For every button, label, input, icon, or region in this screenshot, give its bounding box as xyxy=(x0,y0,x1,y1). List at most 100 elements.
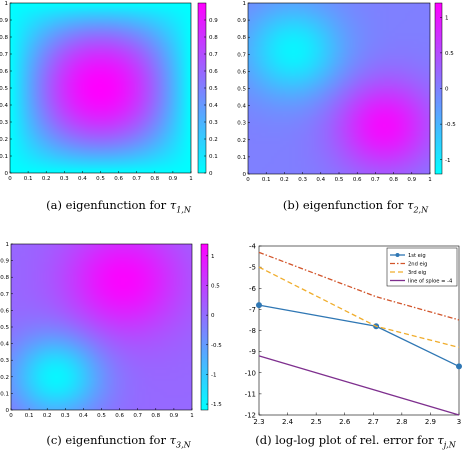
heatmap-field xyxy=(10,3,191,173)
x-tick-label: 0 xyxy=(9,413,13,419)
y-tick-label: 0.8 xyxy=(0,35,8,41)
y-tick-label: 1 xyxy=(243,1,247,7)
caption-b-subscript: 2,N xyxy=(413,205,429,215)
legend-label: 2nd eig xyxy=(408,261,427,267)
y-tick-label: 0.3 xyxy=(0,120,8,126)
y-tick-label: 1 xyxy=(5,1,9,7)
colorbar-tick-label: 0.8 xyxy=(209,35,218,41)
colorbar-tick-label: -1.5 xyxy=(211,402,222,408)
y-tick-label: 0.7 xyxy=(237,52,246,58)
colorbar-tick-label: 0.4 xyxy=(209,103,218,109)
caption-a-subscript: 1,N xyxy=(176,205,191,215)
y-tick-label: 0.5 xyxy=(237,87,246,93)
y-tick-label: 0.1 xyxy=(0,391,9,397)
x-tick-label: 0.3 xyxy=(61,413,70,419)
colorbar-tick-label: -0.5 xyxy=(211,343,222,349)
caption-a-text: (a) eigenfunction for xyxy=(46,198,170,212)
y-tick-label: 0.5 xyxy=(0,86,8,92)
x-tick-label: 0 xyxy=(246,177,250,183)
x-tick-label: 2.7 xyxy=(368,418,379,426)
legend-label: line of sploe = -4 xyxy=(408,278,453,284)
heatmap-chart-b: 0 0.1 0.2 0.3 0.4 0.5 0.6 0.7 0.8 0.9 1 0 0.1 0.2 0.3 0… xyxy=(237,1,456,183)
caption-c-text: (c) eigenfunction for xyxy=(46,433,170,447)
colorbar-tick-label: 0.6 xyxy=(209,69,218,75)
line-chart-d: 2.3 2.4 2.5 2.6 2.7 2.8 2.9 3 -4 -5 -6 -7 -8 -9 -10 -11… xyxy=(245,243,462,426)
caption-a: (a) eigenfunction for τ1,N xyxy=(0,198,237,214)
x-tick-label: 0.2 xyxy=(42,176,51,182)
caption-c-subscript: 3,N xyxy=(176,440,191,450)
colorbar-tick-label: 0.7 xyxy=(209,52,218,58)
x-tick-label: 0.6 xyxy=(115,413,124,419)
x-tick-label: 0.8 xyxy=(389,177,398,183)
colorbar-tick-label: 0.5 xyxy=(211,284,220,290)
y-tick-label: 0.9 xyxy=(237,18,246,24)
y-tick-label: 1 xyxy=(6,242,10,248)
y-tick-label: 0.8 xyxy=(237,35,246,41)
x-tick-label: 0.9 xyxy=(407,177,416,183)
y-tick-label: 0.3 xyxy=(237,121,246,127)
y-tick-label: 0.6 xyxy=(0,69,8,75)
series-point xyxy=(256,302,262,309)
x-tick-label: 0.4 xyxy=(78,176,87,182)
x-tick-label: 0.9 xyxy=(170,413,179,419)
y-tick-label: -10 xyxy=(245,369,256,377)
x-tick-label: 0.4 xyxy=(316,177,325,183)
panel-a: 0 0.1 0.2 0.3 0.4 0.5 0.6 0.7 0.8 0.9 1 0 0.1 0.2 0.3 0… xyxy=(0,0,237,195)
series-line-4 xyxy=(258,355,460,416)
y-tick-label: -8 xyxy=(249,327,256,335)
x-tick-label: 2.5 xyxy=(311,418,322,426)
legend-label: 1st eig xyxy=(408,253,426,259)
y-tick-label: -9 xyxy=(249,348,256,356)
x-tick-label: 2.6 xyxy=(339,418,351,426)
y-tick-label: 0.9 xyxy=(0,18,8,24)
x-tick-label: 0.6 xyxy=(353,177,362,183)
legend-marker xyxy=(395,253,400,257)
x-tick-label: 0.1 xyxy=(24,176,33,182)
x-tick-label: 0.9 xyxy=(169,176,178,182)
x-tick-label: 0.2 xyxy=(280,177,289,183)
y-tick-label: 0.4 xyxy=(0,342,9,348)
y-tick-label: 0 xyxy=(243,172,247,178)
x-tick-label: 0.3 xyxy=(298,177,307,183)
y-tick-label: 0 xyxy=(6,408,10,414)
caption-c: (c) eigenfunction for τ3,N xyxy=(0,433,237,449)
caption-d-text: (d) log-log plot of rel. error for xyxy=(255,433,438,447)
x-tick-label: 0.5 xyxy=(335,177,344,183)
x-tick-label: 0 xyxy=(8,176,12,182)
colorbar-tick-label: 1 xyxy=(211,254,215,260)
y-tick-label: 0.8 xyxy=(0,275,9,281)
caption-d-subscript: j,N xyxy=(443,440,456,450)
colorbar-tick-label: -1 xyxy=(211,372,216,378)
y-tick-label: -11 xyxy=(245,390,256,398)
y-tick-label: 0.1 xyxy=(0,154,8,160)
y-tick-label: 0.6 xyxy=(237,69,246,75)
x-tick-label: 2.9 xyxy=(425,418,436,426)
caption-a-symbol: τ xyxy=(169,198,177,212)
y-tick-label: 0.7 xyxy=(0,292,9,298)
colorbar-tick-label: 0.5 xyxy=(445,51,454,57)
series-line-2 xyxy=(258,251,460,321)
x-tick-label: 0.7 xyxy=(132,176,141,182)
y-tick-label: 0.6 xyxy=(0,308,9,314)
x-tick-label: 1 xyxy=(428,177,432,183)
caption-b-symbol: τ xyxy=(407,198,414,212)
colorbar-tick-label: 0.5 xyxy=(209,86,218,92)
y-tick-label: -6 xyxy=(249,285,257,293)
caption-b-text: (b) eigenfunction for xyxy=(282,198,408,212)
x-tick-label: 0.3 xyxy=(60,176,69,182)
caption-b: (b) eigenfunction for τ2,N xyxy=(237,198,474,214)
y-tick-label: -5 xyxy=(249,264,256,272)
panel-c: 0 0.1 0.2 0.3 0.4 0.5 0.6 0.7 0.8 0.9 1 0 0.1 0.2 0.3 0… xyxy=(0,236,237,426)
y-tick-label: 0.3 xyxy=(0,358,9,364)
x-tick-label: 2.3 xyxy=(253,418,264,426)
y-tick-label: 0.2 xyxy=(237,138,246,144)
colorbar-tick-label: 0 xyxy=(209,171,213,177)
y-tick-label: 0.7 xyxy=(0,52,8,58)
heatmap-field xyxy=(11,244,192,410)
x-tick-label: 1 xyxy=(190,413,194,419)
colorbar-tick-label: 0.1 xyxy=(209,154,218,160)
y-tick-label: 0.4 xyxy=(237,104,246,110)
y-tick-label: -12 xyxy=(245,412,256,420)
x-tick-label: 0.1 xyxy=(262,177,271,183)
colorbar-tick-label: 0.2 xyxy=(209,137,218,143)
